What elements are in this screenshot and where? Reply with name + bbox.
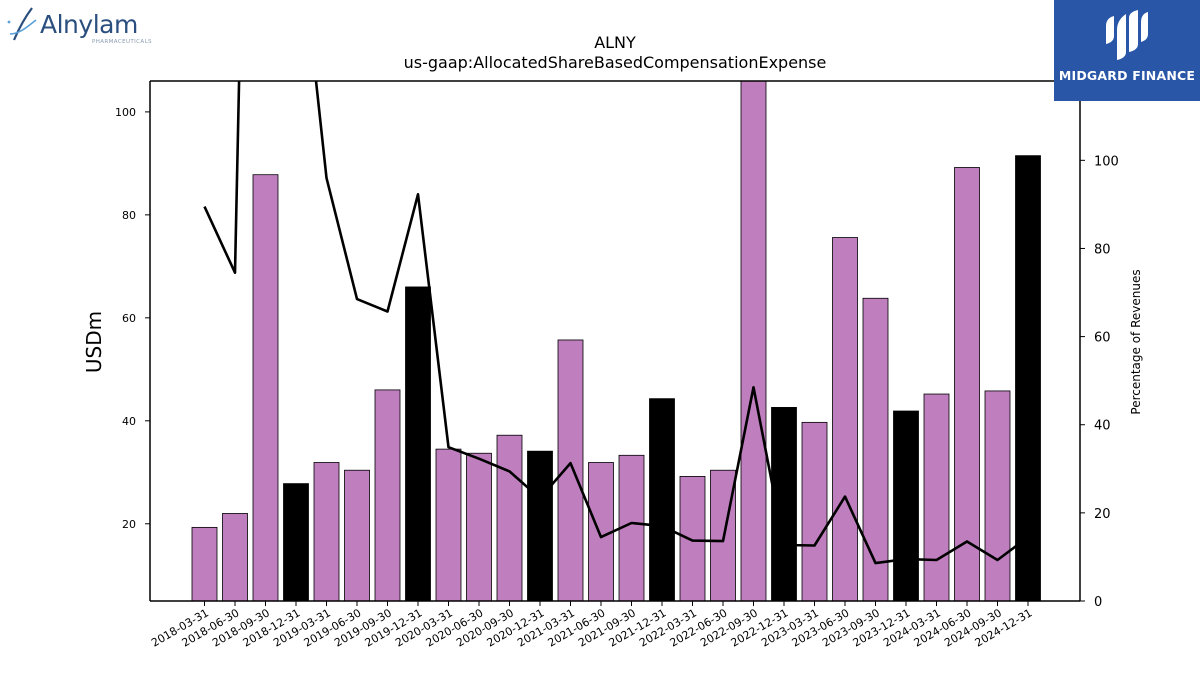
- bar: [374, 389, 401, 601]
- chart-subtitle: us-gaap:AllocatedShareBasedCompensationE…: [404, 53, 827, 72]
- bar: [405, 286, 431, 601]
- bar: [527, 450, 553, 601]
- midgard-emblem-icon: [1106, 10, 1148, 60]
- bar: [679, 476, 706, 601]
- bar: [984, 390, 1011, 601]
- y-tick-label: 80: [122, 209, 136, 222]
- bar: [923, 393, 950, 601]
- chart-title: ALNY: [594, 33, 636, 52]
- alnylam-swoosh-icon: [7, 7, 37, 41]
- y-tick-label: 40: [122, 415, 136, 428]
- bar: [862, 297, 889, 601]
- bar: [832, 237, 858, 601]
- bar: [283, 483, 309, 601]
- y2-tick-label: 40: [1094, 419, 1111, 434]
- midgard-brand-text: MIDGARD FINANCE: [1058, 68, 1196, 83]
- alnylam-wordmark: Alnylam: [40, 10, 138, 39]
- y-axis-label: USDm: [82, 311, 106, 373]
- bar: [893, 410, 919, 601]
- y2-tick-label: 80: [1094, 242, 1111, 257]
- bar: [954, 167, 980, 601]
- bar: [1015, 155, 1041, 601]
- y2-tick-label: 60: [1094, 331, 1111, 346]
- bar: [313, 462, 340, 601]
- series-line: [203, 81, 1029, 565]
- bar: [466, 452, 492, 601]
- bar: [252, 174, 279, 601]
- bar: [222, 513, 248, 601]
- y2-tick-label: 0: [1094, 595, 1102, 610]
- alnylam-subtitle: PHARMACEUTICALS: [92, 39, 152, 45]
- midgard-finance-logo: MIDGARD FINANCE: [1054, 0, 1200, 101]
- bar: [588, 462, 614, 601]
- bar: [191, 526, 218, 601]
- bar: [496, 434, 523, 601]
- y-tick-label: 100: [115, 106, 136, 119]
- bar: [435, 448, 462, 601]
- y-tick-label: 60: [122, 312, 136, 325]
- bar: [740, 81, 767, 601]
- alnylam-logo: Alnylam PHARMACEUTICALS: [6, 4, 166, 48]
- bar: [801, 421, 828, 601]
- y-tick-label: 20: [122, 518, 136, 531]
- bar: [344, 469, 370, 601]
- bar: [557, 339, 584, 601]
- y2-tick-label: 100: [1094, 154, 1119, 169]
- bar: [649, 398, 675, 601]
- line-series: [203, 81, 1029, 565]
- y2-axis-label: Percentage of Revenues: [1129, 269, 1143, 414]
- y2-tick-label: 20: [1094, 507, 1111, 522]
- bar-series: [191, 81, 1041, 601]
